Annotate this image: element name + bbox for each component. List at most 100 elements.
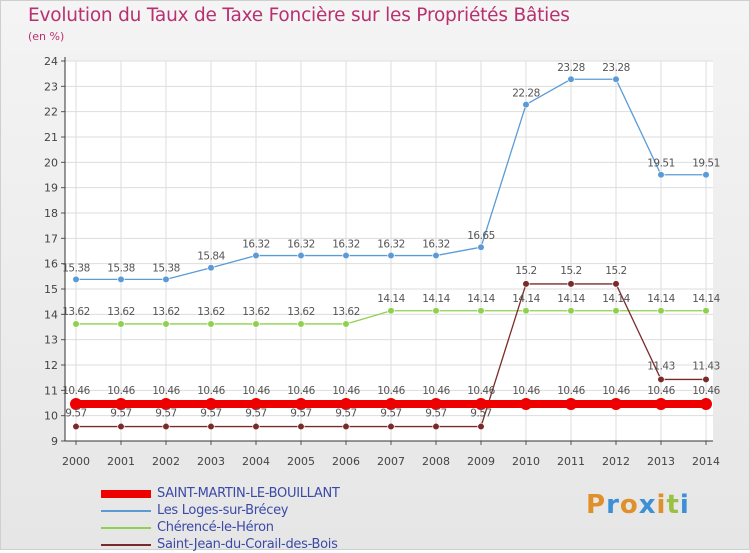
data-label: 10.46: [647, 385, 675, 397]
data-point: [432, 307, 440, 315]
data-label: 15.2: [515, 265, 536, 277]
x-tick-label: 2008: [422, 455, 450, 468]
legend-swatch: [101, 543, 151, 546]
data-point: [610, 398, 622, 411]
data-label: 13.62: [287, 306, 315, 318]
data-label: 10.46: [242, 385, 270, 397]
x-tick-label: 2010: [512, 455, 540, 468]
y-tick-label: 18: [44, 207, 58, 220]
data-point: [567, 280, 575, 288]
y-tick-label: 19: [44, 182, 58, 195]
x-tick-label: 2006: [332, 455, 360, 468]
data-point: [342, 251, 350, 260]
data-label: 15.38: [152, 262, 180, 274]
legend-swatch: [101, 509, 151, 512]
y-tick-label: 13: [44, 334, 58, 347]
data-label: 19.51: [647, 158, 675, 170]
data-label: 14.14: [422, 293, 450, 305]
series-0: [70, 398, 712, 411]
y-tick-label: 20: [44, 156, 58, 169]
data-label: 10.46: [557, 385, 585, 397]
y-tick-label: 14: [44, 308, 58, 321]
data-point: [297, 251, 305, 260]
plot-area: [65, 61, 713, 441]
x-tick-label: 2001: [107, 455, 135, 468]
logo-letter: r: [606, 490, 620, 520]
y-tick-label: 24: [44, 55, 58, 68]
data-point: [432, 422, 440, 431]
data-point: [565, 398, 577, 411]
series-layer: 15.38 15.38 15.38 15.84 16.32 16.32 16.32 16.32…: [62, 62, 721, 431]
data-point: [477, 243, 485, 251]
x-tick-label: 2013: [647, 455, 675, 468]
data-labels-1: 15.38 15.38 15.38 15.84 16.32 16.32 16.32 16.32…: [62, 62, 720, 274]
legend-swatch: [101, 526, 151, 529]
data-label: 14.14: [692, 293, 720, 305]
data-label: 14.14: [377, 293, 405, 305]
data-label: 9.57: [425, 408, 446, 420]
data-label: 9.57: [380, 408, 401, 420]
legend-label: Les Loges-sur-Brécey: [157, 503, 289, 518]
x-tick-label: 2011: [557, 455, 585, 468]
data-label: 10.46: [692, 385, 720, 397]
data-label: 13.62: [62, 306, 90, 318]
data-label: 14.14: [467, 293, 495, 305]
data-label: 9.57: [245, 408, 266, 420]
series-1: [72, 75, 710, 283]
data-label: 10.46: [287, 385, 315, 397]
data-label: 16.32: [377, 239, 405, 251]
legend-swatch: [101, 489, 151, 498]
data-point: [295, 398, 307, 411]
data-point: [387, 422, 395, 431]
data-label: 13.62: [332, 306, 360, 318]
data-point: [657, 171, 665, 179]
data-label: 13.62: [242, 306, 270, 318]
series-3: [72, 280, 710, 431]
legend-item: Les Loges-sur-Brécey: [101, 502, 340, 519]
data-point: [475, 398, 487, 411]
data-label: 19.51: [692, 158, 720, 170]
legend-item: Chérencé-le-Héron: [101, 519, 340, 536]
data-point: [252, 320, 260, 328]
legend-item: Saint-Jean-du-Corail-des-Bois: [101, 536, 340, 553]
data-label: 15.84: [197, 251, 225, 263]
data-point: [612, 75, 620, 83]
data-label: 9.57: [155, 408, 176, 420]
data-point: [567, 307, 575, 315]
logo-letter: i: [679, 490, 690, 520]
y-tick-label: 23: [44, 80, 58, 93]
logo-letter: x: [638, 490, 657, 520]
data-label: 16.32: [422, 239, 450, 251]
data-label: 11.43: [692, 360, 720, 372]
data-label: 23.28: [557, 62, 585, 74]
data-point: [162, 320, 170, 328]
legend-label: Saint-Jean-du-Corail-des-Bois: [157, 537, 338, 552]
chart-unit-label: (en %): [28, 30, 65, 43]
data-point: [430, 398, 442, 411]
x-tick-label: 2009: [467, 455, 495, 468]
data-label: 10.46: [107, 385, 135, 397]
data-point: [702, 171, 710, 179]
data-point: [520, 398, 532, 411]
proxiti-logo: Proxiti: [586, 490, 690, 520]
legend-label: Chérencé-le-Héron: [157, 520, 274, 535]
data-point: [522, 100, 530, 109]
x-tick-label: 2002: [152, 455, 180, 468]
data-point: [117, 320, 125, 328]
x-tick-label: 2003: [197, 455, 225, 468]
data-label: 14.14: [602, 293, 630, 305]
y-tick-label: 10: [44, 410, 58, 423]
data-label: 15.38: [62, 262, 90, 274]
data-label: 9.57: [335, 408, 356, 420]
data-point: [72, 422, 80, 431]
data-label: 9.57: [200, 408, 221, 420]
data-point: [250, 398, 262, 411]
data-point: [522, 280, 530, 288]
data-point: [700, 398, 712, 411]
data-point: [387, 307, 395, 315]
data-point: [297, 422, 305, 431]
x-tick-labels: 2000 2001 2002 2003 2004 2005 2006 2007 2008 2009…: [62, 455, 720, 468]
data-label: 10.46: [332, 385, 360, 397]
data-label: 9.57: [65, 408, 86, 420]
